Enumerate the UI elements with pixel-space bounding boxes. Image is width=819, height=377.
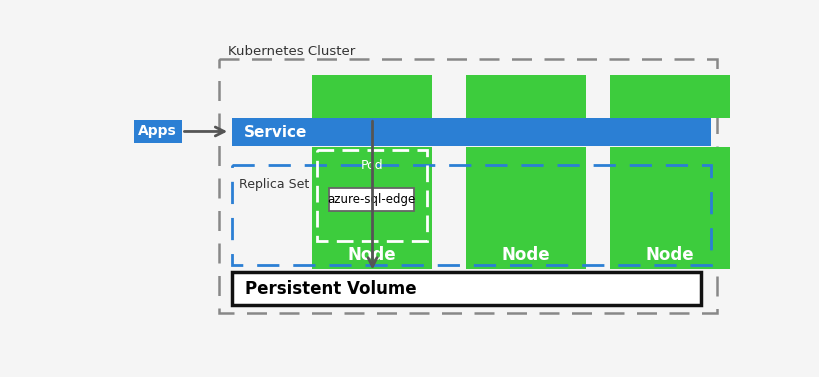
Text: Apps: Apps: [138, 124, 177, 138]
Text: Replica Set: Replica Set: [239, 178, 310, 191]
Text: Pod: Pod: [360, 159, 383, 172]
Text: Kubernetes Cluster: Kubernetes Cluster: [228, 44, 355, 58]
Bar: [317, 150, 427, 241]
Text: azure-sql-edge: azure-sql-edge: [328, 193, 415, 206]
Bar: [466, 75, 585, 118]
Bar: [231, 273, 700, 305]
Bar: [312, 147, 432, 268]
Bar: [218, 59, 717, 313]
Text: Persistent Volume: Persistent Volume: [245, 280, 417, 297]
Bar: [231, 166, 710, 265]
Text: Node: Node: [645, 246, 694, 264]
Bar: [609, 75, 729, 118]
Bar: [133, 120, 181, 143]
Bar: [312, 75, 432, 118]
Text: Service: Service: [243, 125, 307, 140]
Bar: [466, 147, 585, 268]
Bar: [329, 188, 414, 211]
Text: Node: Node: [501, 246, 550, 264]
Text: Node: Node: [347, 246, 396, 264]
Bar: [609, 147, 729, 268]
Bar: [231, 118, 710, 146]
